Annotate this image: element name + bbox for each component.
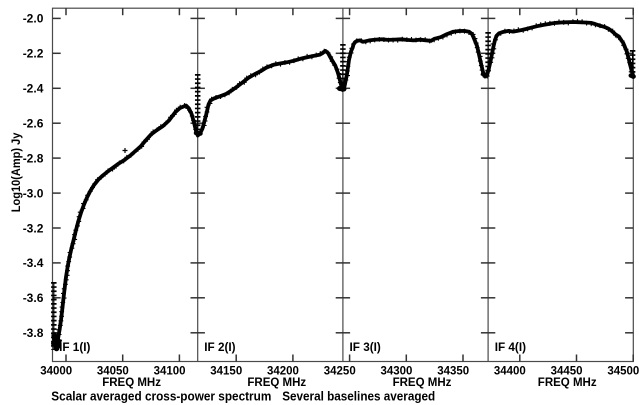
svg-text:34400: 34400 (494, 364, 526, 378)
svg-text:-2.6: -2.6 (23, 117, 44, 131)
svg-text:34200: 34200 (267, 364, 299, 378)
svg-text:-3.4: -3.4 (23, 256, 44, 270)
svg-text:34250: 34250 (324, 364, 356, 378)
svg-text:Log10(Amp) Jy: Log10(Amp) Jy (9, 132, 23, 212)
svg-text:34500: 34500 (607, 364, 639, 378)
svg-text:-2.8: -2.8 (23, 151, 44, 165)
svg-text:Scalar averaged cross-power sp: Scalar averaged cross-power spectrum (51, 388, 271, 403)
svg-text:34350: 34350 (437, 364, 469, 378)
svg-text:FREQ MHz: FREQ MHz (247, 375, 306, 389)
svg-text:34150: 34150 (210, 364, 242, 378)
svg-text:-2.2: -2.2 (23, 47, 44, 61)
svg-text:IF 4(I): IF 4(I) (495, 340, 526, 354)
svg-text:-3.8: -3.8 (23, 326, 44, 340)
svg-text:-3.6: -3.6 (23, 291, 44, 305)
svg-text:-2.4: -2.4 (23, 82, 44, 96)
svg-text:34050: 34050 (97, 364, 129, 378)
svg-text:34000: 34000 (40, 364, 72, 378)
svg-text:FREQ MHz: FREQ MHz (393, 375, 452, 389)
svg-text:FREQ MHz: FREQ MHz (102, 375, 161, 389)
svg-text:Several baselines averaged: Several baselines averaged (282, 388, 435, 403)
svg-text:-3.0: -3.0 (23, 186, 44, 200)
svg-text:FREQ MHz: FREQ MHz (538, 375, 597, 389)
svg-text:-3.2: -3.2 (23, 221, 44, 235)
svg-text:34100: 34100 (154, 364, 186, 378)
svg-text:IF 2(I): IF 2(I) (204, 340, 235, 354)
svg-text:IF 3(I): IF 3(I) (350, 340, 381, 354)
svg-text:34450: 34450 (551, 364, 583, 378)
svg-text:-2.0: -2.0 (23, 12, 44, 26)
svg-text:IF 1(I): IF 1(I) (59, 340, 90, 354)
svg-text:34300: 34300 (381, 364, 413, 378)
